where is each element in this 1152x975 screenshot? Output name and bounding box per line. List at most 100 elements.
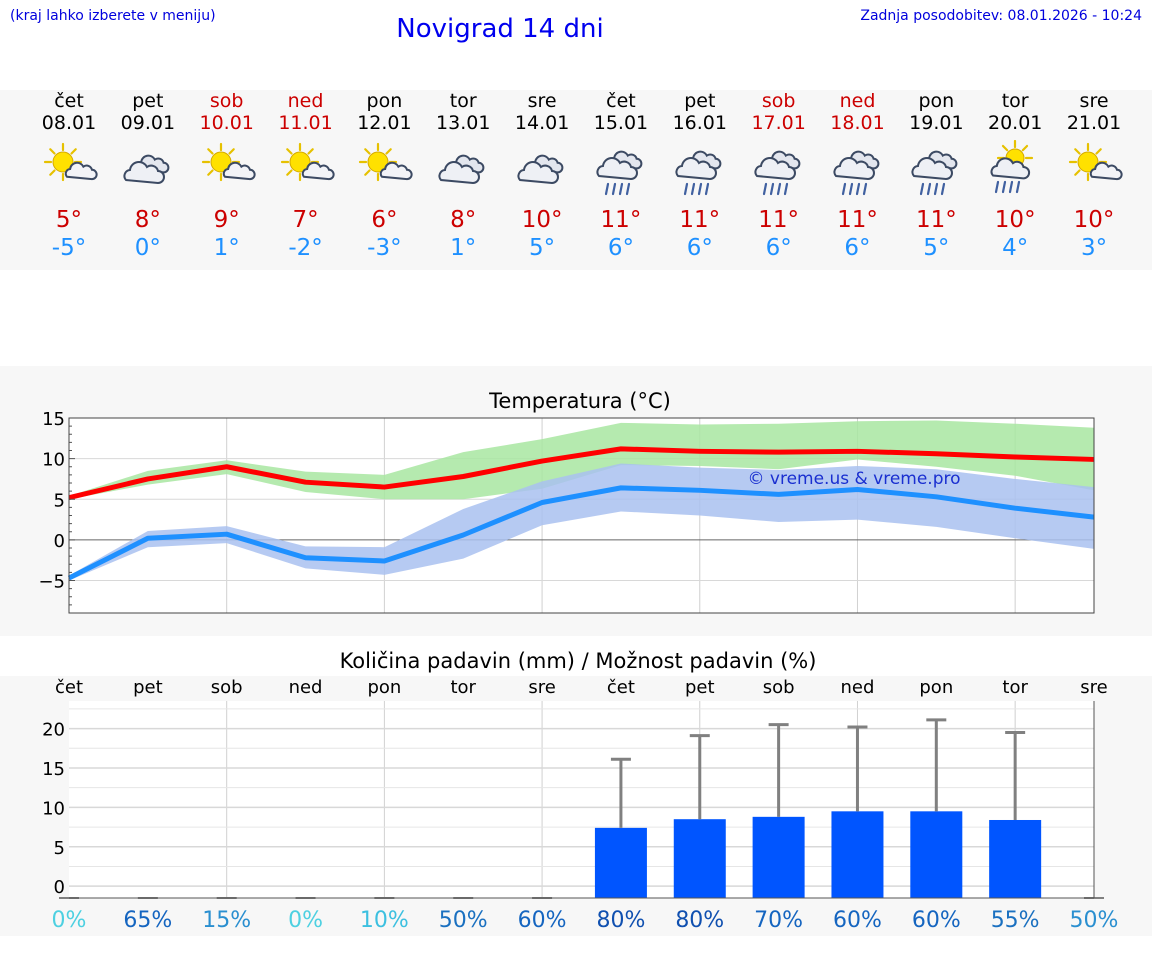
temp-min: 1° [450,235,477,261]
category-label: tor [1002,677,1028,698]
category-label: pon [367,677,401,698]
temp-min: -5° [51,235,87,261]
precipitation-probability: 65% [123,908,172,933]
sun-cloud-icon [280,142,335,182]
precipitation-probability: 80% [675,908,724,933]
precipitation-probability: 70% [754,908,803,933]
day-name: pon [918,90,955,112]
day-column: sre 21.01 10° 3° [1054,90,1134,262]
day-name: pet [684,90,716,112]
precipitation-probability: 80% [596,908,645,933]
day-column: tor 13.01 8° 1° [423,90,503,262]
precipitation-bar [910,811,963,898]
day-name: pet [132,90,164,112]
temp-min: 6° [765,235,792,261]
forecast-band [0,90,1152,270]
temp-max: 8° [134,207,161,233]
temp-max: 5° [55,207,83,233]
rain-icon [911,150,958,196]
min-temperature-line [67,485,1095,581]
precipitation-probability: 60% [912,908,961,933]
cloudy-icon [123,154,170,185]
day-name: ned [287,90,324,112]
category-label: sre [528,677,555,698]
temp-max: 10° [1073,207,1115,233]
day-date: 18.01 [830,112,885,134]
precipitation-probability: 0% [52,908,87,933]
precipitation-probability: 50% [1070,908,1119,933]
y-tick-label: 20 [42,720,65,741]
day-name: sob [761,90,796,112]
day-date: 08.01 [41,112,97,134]
category-label: ned [289,677,323,698]
sun-cloud-icon [201,142,256,182]
temp-min: 6° [607,235,634,261]
temp-min: 5° [923,235,950,261]
temp-min: 6° [686,235,713,261]
y-tick-label: 10 [42,450,65,471]
day-date: 20.01 [987,112,1043,134]
temp-min: 0° [134,235,161,261]
precipitation-probability: 55% [991,908,1040,933]
temp-max: 10° [994,207,1036,233]
day-column: sob 17.01 11° 6° [739,90,819,262]
y-tick-label: 0 [54,877,65,898]
y-tick-label: 10 [42,798,65,819]
day-date: 14.01 [514,112,570,134]
category-label: tor [450,677,476,698]
daily-forecast: čet 08.01 5° -5° pet 09.01 8° 0° sob 10.01 9° 1° ned… [0,90,1152,270]
day-column: pon 12.01 6° -3° [344,90,424,262]
category-label: čet [55,677,83,698]
day-name: sob [209,90,244,112]
sun-rain-icon [990,140,1034,194]
temp-max: 11° [679,207,721,233]
precipitation-probability: 0% [288,908,323,933]
sun-cloud-icon [1068,142,1123,182]
day-date: 21.01 [1066,112,1122,134]
day-column: pet 09.01 8° 0° [108,90,188,262]
y-tick-label: 15 [42,759,65,780]
precipitation-bar [594,827,647,898]
day-name: ned [839,90,876,112]
sun-cloud-icon [43,142,98,182]
day-column: pon 19.01 11° 5° [896,90,976,262]
temp-max: 6° [371,207,398,233]
day-name: tor [1001,90,1029,112]
y-tick-label: 5 [54,490,65,511]
temp-min: 6° [844,235,871,261]
day-column: ned 18.01 11° 6° [818,90,898,262]
day-name: sre [1079,90,1109,112]
category-label: sre [1080,677,1107,698]
y-tick-label: −5 [38,572,65,593]
rain-icon [596,150,643,196]
temp-min: 3° [1080,235,1108,261]
day-date: 13.01 [436,112,491,134]
temp-max: 11° [758,207,800,233]
category-label: sob [763,677,795,698]
cloudy-icon [517,154,564,185]
day-date: 10.01 [199,112,254,134]
precipitation-probability: 50% [439,908,488,933]
category-label: ned [841,677,875,698]
max-temperature-line [68,446,1095,501]
day-name: sre [527,90,557,112]
sun-cloud-icon [359,142,413,182]
temp-min: 1° [213,235,240,261]
y-tick-label: 5 [54,838,65,859]
day-name: čet [54,90,84,112]
cloudy-icon [438,154,485,185]
precipitation-chart: Količina padavin (mm) / Možnost padavin … [42,649,1119,933]
day-column: tor 20.01 10° 4° [975,90,1055,262]
day-name: tor [449,90,477,112]
temp-min: -3° [367,235,402,261]
category-label: pet [133,677,163,698]
page-title: Novigrad 14 dni [396,14,604,44]
precipitation-probability: 15% [202,908,251,933]
precipitation-probability: 60% [518,908,567,933]
precipitation-bar [989,819,1042,898]
precipitation-bar [673,819,726,898]
day-date: 12.01 [357,112,412,134]
y-tick-label: 0 [54,531,65,552]
temp-max: 10° [521,207,563,233]
temp-min: 4° [1002,235,1029,261]
